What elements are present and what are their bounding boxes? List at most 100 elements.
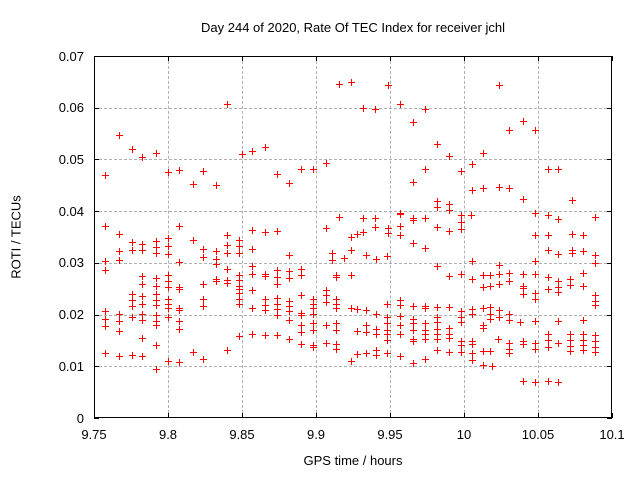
data-point [348,305,356,313]
data-point [139,273,147,281]
data-point [457,349,465,357]
x-tick-mark [390,56,391,61]
data-point [592,332,600,340]
data-point [262,307,270,315]
data-point [248,331,256,339]
y-tick-mark [94,262,99,264]
data-point [213,256,221,264]
data-point [531,290,539,298]
data-point [531,379,539,387]
data-point [445,201,453,209]
data-point [410,338,418,346]
data-point [383,337,391,345]
data-point [139,280,147,288]
y-tick-mark [607,262,612,264]
data-point [235,290,243,298]
data-point [102,172,110,180]
data-point [297,311,305,319]
data-point [223,249,231,257]
data-point [592,292,600,300]
data-point [479,361,487,369]
data-point [336,81,344,89]
data-point [496,280,504,288]
data-point [567,281,575,289]
data-point [359,229,367,237]
data-point [152,311,160,319]
data-point [469,306,477,314]
data-point [235,285,243,293]
data-point [531,258,539,266]
data-point [213,182,221,190]
x-tick-mark [464,56,465,61]
data-point [164,295,172,303]
data-point [487,282,495,290]
data-point [580,331,588,339]
chart-title: Day 244 of 2020, Rate Of TEC Index for r… [201,20,505,35]
data-point [238,151,246,159]
data-point [285,316,293,324]
data-point [248,286,256,294]
data-point [285,251,293,259]
data-point [164,271,172,279]
data-point [309,310,317,318]
data-point [479,149,487,157]
data-point [164,234,172,242]
data-point [102,350,110,358]
plot-area [94,56,613,419]
data-point [274,228,282,236]
data-point [383,350,391,358]
data-point [422,355,430,363]
data-point [580,232,588,240]
y-tick-mark [607,418,612,419]
data-point [309,320,317,328]
data-point [189,181,197,189]
data-point [487,310,495,318]
data-point [469,310,477,318]
data-point [152,322,160,330]
data-point [102,266,110,274]
data-point [128,247,136,255]
data-point [592,251,600,259]
data-point [396,353,404,361]
y-tick-mark [607,314,612,316]
data-point [433,223,441,231]
data-point [373,346,381,354]
data-point [531,345,539,353]
y-tick-mark [94,366,99,368]
data-point [322,159,330,167]
data-point [410,326,418,334]
data-point [200,303,208,311]
gridline-horizontal [94,159,612,161]
data-point [309,295,317,303]
data-point [469,187,477,195]
data-point [410,118,418,126]
data-point [422,215,430,223]
data-point [297,265,305,273]
y-tick-label: 0.07 [58,48,84,64]
data-point [262,332,270,340]
data-point [213,248,221,256]
data-point [152,296,160,304]
data-point [285,275,293,283]
x-axis-label: GPS time / hours [303,453,403,468]
data-point [544,274,552,282]
data-point [152,244,160,252]
x-tick-label: 10.05 [521,427,555,442]
data-point [309,300,317,308]
data-point [457,225,465,233]
data-point [235,272,243,280]
data-point [568,249,576,257]
data-point [580,269,588,277]
data-point [383,326,391,334]
data-point [544,285,552,293]
y-tick-label: 0.05 [58,151,84,167]
data-point [396,301,404,309]
data-point [496,262,504,270]
data-point [555,216,563,224]
x-tick-mark [242,56,243,61]
data-point [445,304,453,312]
data-point [506,350,514,358]
data-point [580,347,588,355]
data-point [410,240,418,248]
data-point [322,286,330,294]
